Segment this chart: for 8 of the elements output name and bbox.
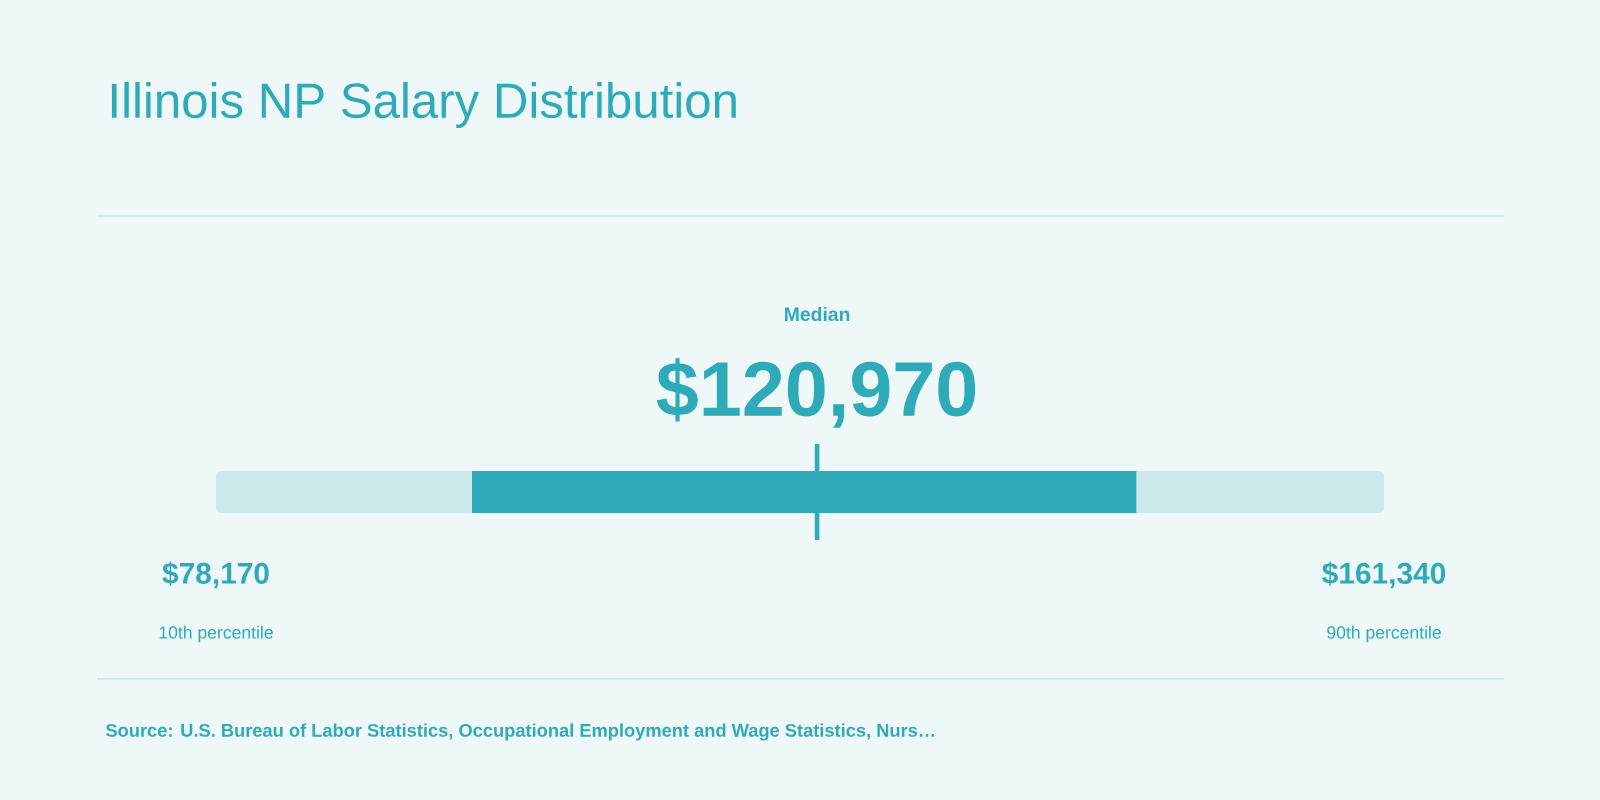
text: 90th percentile [1327,625,1441,643]
ref-line-label: Median [785,306,850,322]
source-note: Source: U.S. Bureau of Labor Statistics, Occupational Employment and Wage Statistics, Nurs… [105,723,935,741]
x-tick-label: $161,340 [1322,561,1446,589]
text: $120,970 [656,358,976,428]
text: 10th percentile [159,625,273,643]
chart-title: Illinois NP Salary Distribution [111,82,736,128]
x-tick-label: $78,170 [162,561,269,589]
